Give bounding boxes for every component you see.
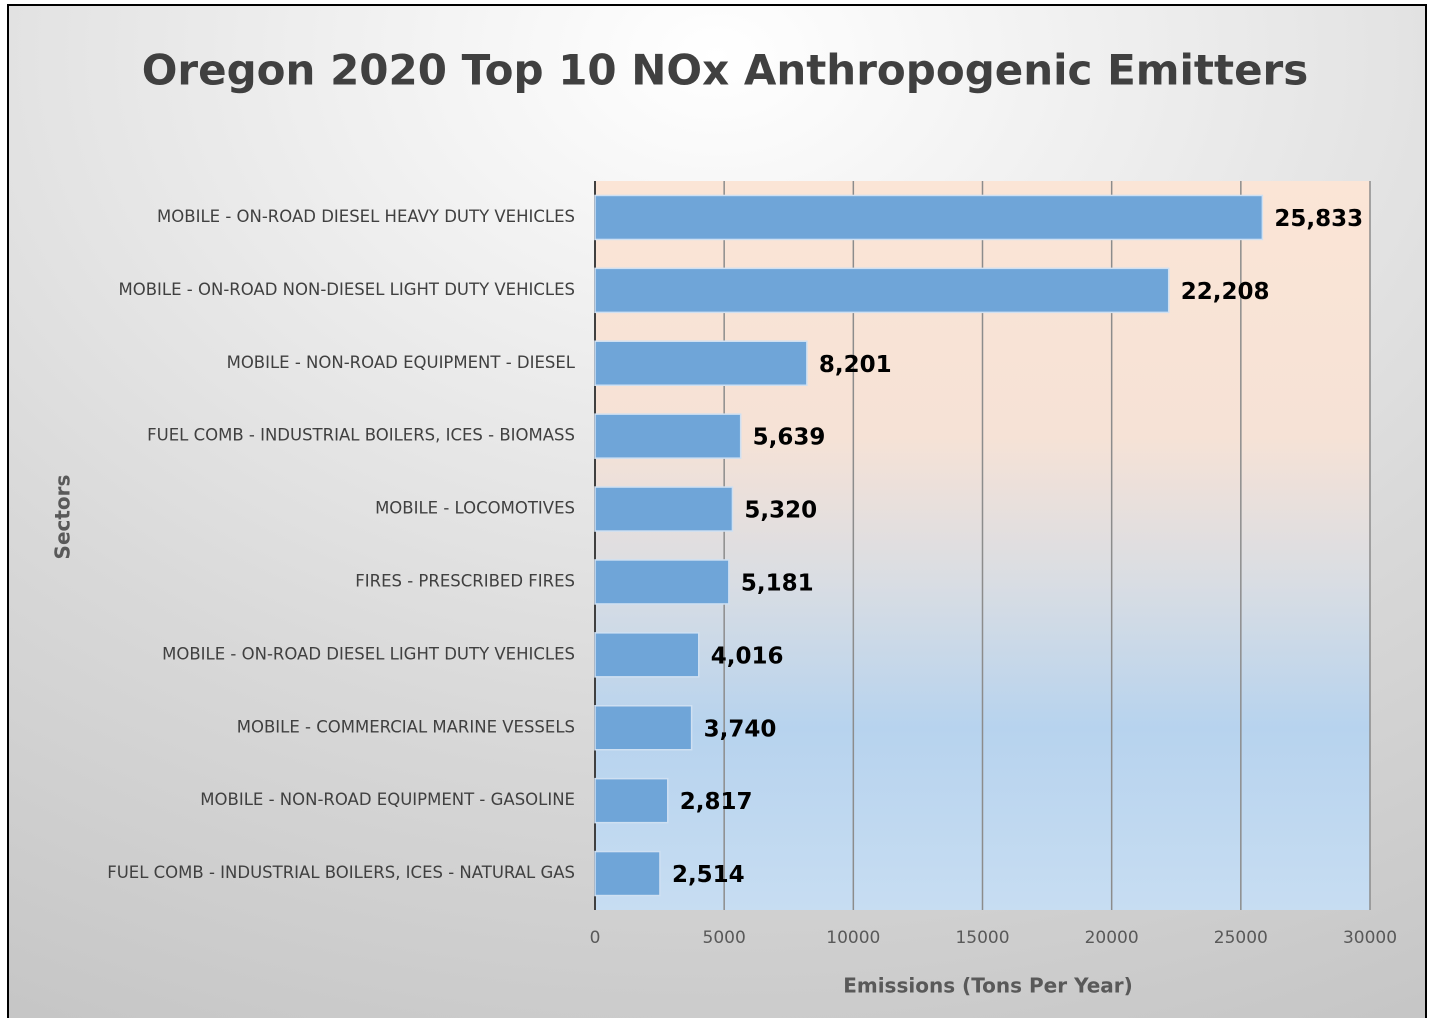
x-tick-label: 20000: [1085, 928, 1139, 948]
y-tick-label: MOBILE - LOCOMOTIVES: [375, 499, 575, 518]
x-tick-label: 0: [590, 928, 601, 948]
y-tick-label: FIRES - PRESCRIBED FIRES: [355, 571, 575, 590]
bar: [594, 632, 700, 678]
value-label: 8,201: [819, 352, 892, 378]
x-tick-label: 15000: [955, 928, 1009, 948]
value-label: 2,514: [672, 862, 745, 888]
value-label: 25,833: [1274, 206, 1363, 232]
y-tick-label: MOBILE - ON-ROAD DIESEL LIGHT DUTY VEHIC…: [162, 644, 575, 663]
value-label: 5,639: [753, 425, 826, 451]
bar: [594, 486, 734, 532]
x-tick-label: 10000: [826, 928, 880, 948]
chart-title: Oregon 2020 Top 10 NOx Anthropogenic Emi…: [142, 46, 1309, 95]
x-tick-label: 5000: [703, 928, 746, 948]
y-tick-label: FUEL COMB - INDUSTRIAL BOILERS, ICES - B…: [147, 426, 575, 445]
value-label: 22,208: [1181, 279, 1270, 305]
bar: [594, 777, 669, 824]
bar: [594, 705, 693, 751]
value-label: 3,740: [704, 716, 777, 742]
x-axis-label: Emissions (Tons Per Year): [843, 974, 1133, 998]
bar: [594, 194, 1264, 241]
y-tick-label: MOBILE - ON-ROAD DIESEL HEAVY DUTY VEHIC…: [157, 207, 575, 226]
y-tick-label: MOBILE - COMMERCIAL MARINE VESSELS: [237, 717, 575, 736]
bar: [594, 850, 661, 897]
value-label: 5,320: [744, 498, 817, 524]
x-tick-label: 25000: [1214, 928, 1268, 948]
y-tick-label: FUEL COMB - INDUSTRIAL BOILERS, ICES - N…: [107, 863, 575, 882]
y-tick-label: MOBILE - NON-ROAD EQUIPMENT - GASOLINE: [200, 790, 575, 809]
bar: [594, 267, 1170, 314]
bar: [594, 559, 730, 605]
value-label: 5,181: [741, 570, 814, 596]
y-tick-label: MOBILE - NON-ROAD EQUIPMENT - DIESEL: [227, 353, 576, 372]
bar: [594, 340, 808, 386]
y-tick-label: MOBILE - ON-ROAD NON-DIESEL LIGHT DUTY V…: [119, 280, 575, 299]
bar: [594, 413, 742, 459]
y-axis-label: Sectors: [51, 475, 75, 560]
value-label: 2,817: [680, 789, 753, 815]
x-tick-label: 30000: [1343, 928, 1397, 948]
value-label: 4,016: [711, 643, 784, 669]
